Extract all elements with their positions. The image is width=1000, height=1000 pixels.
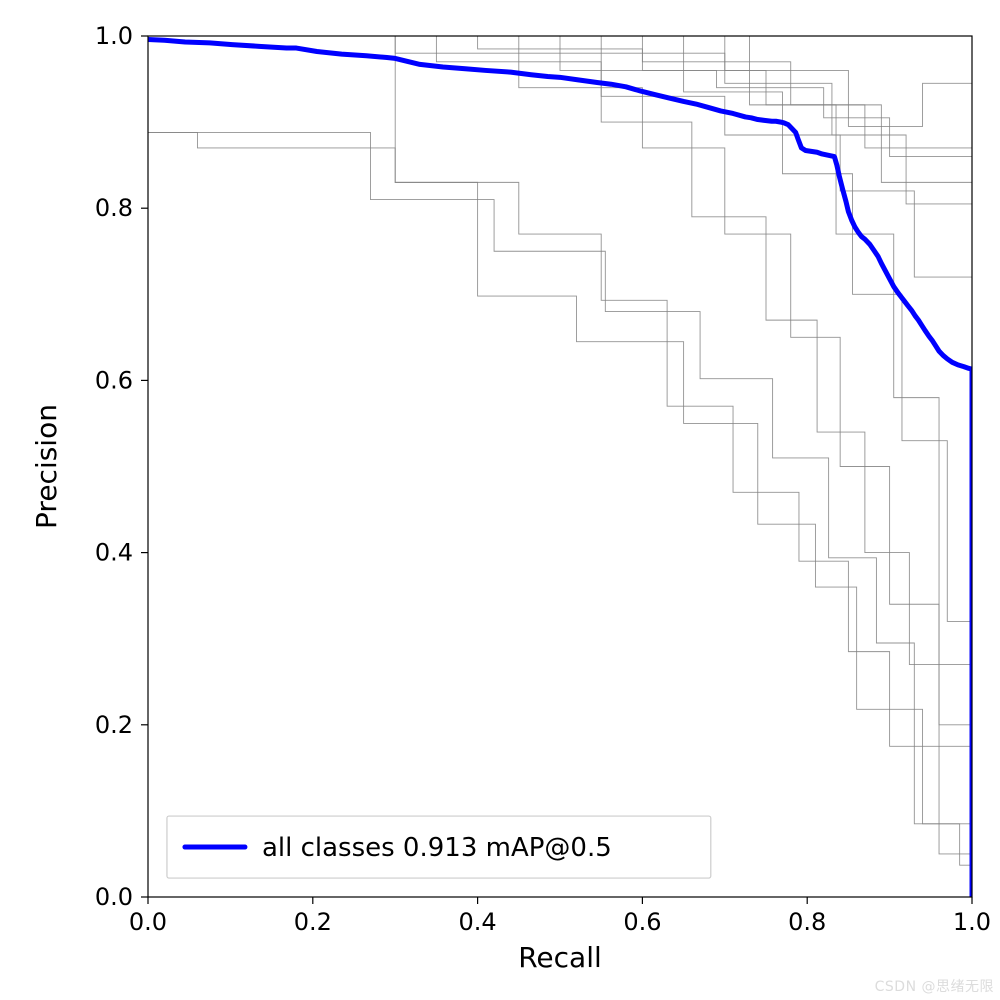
x-axis-label: Recall (518, 941, 602, 974)
legend: all classes 0.913 mAP@0.5 (167, 816, 711, 878)
x-tick-label: 0.2 (294, 908, 332, 936)
y-tick-label: 0.2 (95, 711, 133, 739)
y-tick-label: 0.4 (95, 539, 133, 567)
chart-svg: 0.0 0.2 0.4 0.6 0.8 1.0 0.0 0.2 0.4 0.6 0.8 1.0 Reca… (0, 0, 1000, 1000)
x-tick-label: 0.8 (788, 908, 826, 936)
y-tick-label: 1.0 (95, 22, 133, 50)
pr-chart: 0.0 0.2 0.4 0.6 0.8 1.0 0.0 0.2 0.4 0.6 0.8 1.0 Reca… (0, 0, 1000, 1000)
x-tick-label: 1.0 (953, 908, 991, 936)
legend-label: all classes 0.913 mAP@0.5 (262, 833, 612, 863)
x-tick-label: 0.6 (623, 908, 661, 936)
x-tick-label: 0.4 (459, 908, 497, 936)
y-axis-label: Precision (30, 404, 63, 529)
x-tick-label: 0.0 (129, 908, 167, 936)
y-tick-label: 0.0 (95, 883, 133, 911)
y-tick-label: 0.8 (95, 194, 133, 222)
y-tick-label: 0.6 (95, 366, 133, 394)
